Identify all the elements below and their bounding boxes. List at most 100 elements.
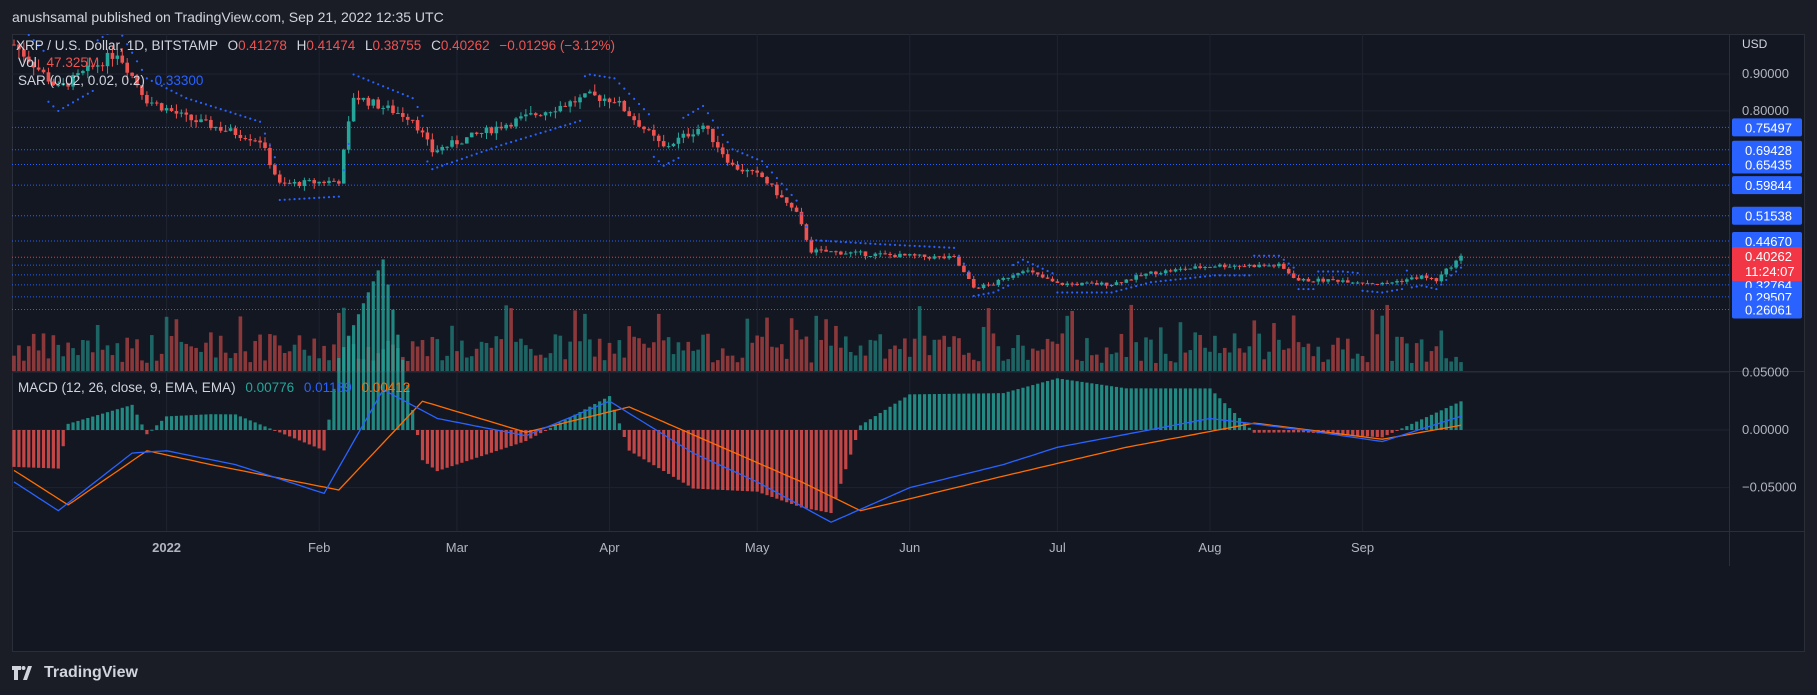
macd-hist-bar [903, 397, 907, 430]
sar-dot [209, 104, 212, 108]
level-badge-label: 0.75497 [1745, 120, 1792, 135]
volume-bar [1203, 347, 1207, 371]
candle-body [716, 142, 720, 148]
sar-dot [662, 164, 665, 167]
macd-hist-bar [854, 430, 858, 440]
volume-bar [1237, 348, 1242, 371]
volume-bar [755, 335, 759, 371]
candle-body [31, 62, 36, 68]
sar-dot [1110, 291, 1113, 294]
sar-dot [155, 82, 158, 85]
macd-hist-bar [1405, 426, 1409, 430]
macd-hist-bar [1164, 388, 1168, 430]
sar-dot [175, 92, 178, 95]
sar-dot [1002, 286, 1005, 290]
sar-dot [608, 76, 611, 79]
sar-dot [1164, 279, 1167, 282]
sar-dot [962, 262, 966, 265]
macd-hist-bar [27, 430, 31, 468]
candle-body [1144, 273, 1148, 276]
sar-dot [967, 270, 970, 273]
volume-bar [1439, 330, 1444, 371]
sar-dot [1405, 269, 1408, 272]
sar-dot [539, 131, 542, 135]
sar-dot [706, 112, 710, 115]
candle-body [1252, 264, 1257, 268]
sar-dot [839, 240, 842, 243]
volume-bar [661, 340, 666, 371]
macd-hist-bar [1410, 423, 1414, 430]
sar-dot [854, 241, 857, 244]
candle-body [996, 279, 1001, 285]
sar-dot [593, 74, 596, 77]
candle-body [592, 91, 597, 96]
sar-dot [1085, 291, 1089, 294]
sar-dot [1208, 274, 1212, 277]
macd-hist-bar [243, 418, 247, 430]
volume-bar [637, 338, 641, 371]
macd-hist-bar [662, 430, 666, 472]
candle-body [189, 114, 193, 121]
price-chart[interactable]: USD 0.90000 0.80000 0.05000 0.00000 −0.05000 0… [12, 34, 1805, 652]
volume-bar [150, 335, 154, 371]
macd-hist-bar [539, 430, 543, 434]
macd-hist-bar [942, 393, 946, 430]
macd-hist-bar [415, 430, 420, 436]
sar-dot [455, 159, 459, 162]
candle-body [1242, 266, 1247, 268]
sar-dot [1154, 280, 1157, 283]
sar-dot [298, 197, 301, 200]
macd-tick-label: 0.00000 [1742, 422, 1789, 437]
volume-bar [263, 360, 267, 371]
volume-bar [86, 340, 90, 371]
candle-body [1178, 268, 1183, 270]
sar-dot [1277, 254, 1280, 257]
sar-dot [1184, 277, 1187, 280]
macd-hist-bar [642, 430, 646, 460]
macd-hist-bar [1193, 388, 1197, 430]
sar-dot [569, 122, 572, 125]
macd-hist-bar [1400, 428, 1404, 430]
candle-body [839, 251, 843, 255]
sar-dot [1341, 270, 1344, 273]
sar-dot [918, 245, 921, 248]
volume-bar [1109, 354, 1114, 371]
macd-hist-bar [1429, 414, 1434, 430]
volume-bar [410, 341, 415, 371]
volume-bar [164, 316, 169, 371]
candle-body [76, 73, 80, 76]
candle-body [991, 284, 996, 286]
sar-dot [1046, 269, 1049, 273]
candle-body [1218, 264, 1222, 267]
volume-bar [686, 341, 691, 371]
macd-hist-bar [56, 430, 60, 469]
candle-body [1065, 283, 1070, 286]
candle-body [425, 132, 430, 140]
sar-dot [268, 144, 272, 147]
candle-body [804, 224, 809, 240]
macd-hist-bar [155, 425, 159, 430]
volume-bar [405, 360, 410, 371]
sar-dot [849, 241, 852, 244]
macd-hist-bar [1006, 391, 1010, 430]
macd-hist-bar [430, 430, 434, 468]
candle-body [479, 132, 484, 134]
volume-bar [174, 319, 179, 371]
sar-dot [362, 77, 365, 80]
candle-body [1237, 265, 1242, 267]
sar-dot [1440, 283, 1443, 286]
macd-hist-bar [307, 430, 311, 445]
macd-hist-bar [981, 393, 986, 430]
sar-dot [952, 246, 956, 249]
macd-hist-bar [1262, 430, 1266, 433]
macd-hist-bar [514, 430, 518, 445]
volume-bar [568, 341, 572, 371]
macd-hist-bar [1208, 388, 1212, 430]
sar-dot [1445, 278, 1448, 282]
candle-body [1129, 279, 1134, 281]
macd-hist-bar [593, 404, 597, 430]
candle-body [922, 254, 927, 257]
macd-hist-bar [233, 414, 238, 430]
sar-dot [27, 34, 30, 37]
macd-hist-bar [1351, 430, 1355, 436]
